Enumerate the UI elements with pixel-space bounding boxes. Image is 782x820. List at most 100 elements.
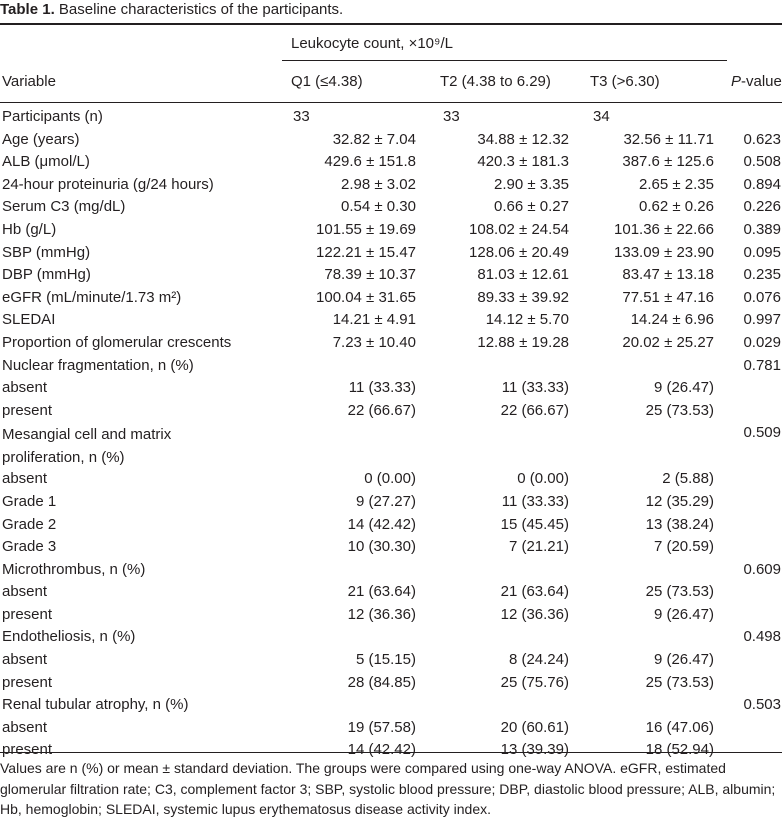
p-value-cell [729, 673, 782, 696]
p-value-cell: 0.503 [729, 695, 782, 718]
t3-cell-value: 83.47 ± 13.18 [622, 266, 714, 284]
t3-cell: 387.6 ± 125.6 [584, 152, 729, 175]
q1-cell [284, 423, 434, 469]
t2-cell-value: 13 (39.39) [500, 741, 569, 759]
table-row: present 28 (84.85) 25 (75.76) 25 (73.53) [0, 673, 782, 696]
q1-cell-value: 100.04 ± 31.65 [316, 288, 416, 306]
q1-cell: 100.04 ± 31.65 [284, 288, 434, 311]
t3-cell: 25 (73.53) [584, 582, 729, 605]
t3-cell: 101.36 ± 22.66 [584, 220, 729, 243]
row-label: Proportion of glomerular crescents [2, 333, 232, 351]
table-caption-label: Table 1. [0, 1, 55, 18]
t2-cell: 81.03 ± 12.61 [434, 265, 584, 288]
t2-cell [434, 423, 584, 469]
t3-cell: 34 [584, 107, 729, 130]
q1-cell-value: 7.23 ± 10.40 [332, 333, 416, 351]
row-label: DBP (mmHg) [2, 266, 91, 284]
t2-cell: 12.88 ± 19.28 [434, 333, 584, 356]
p-value-cell-value: 0.029 [743, 333, 781, 351]
row-label: SBP (mmHg) [2, 243, 91, 261]
table-row: Nuclear fragmentation, n (%) 0.781 [0, 356, 782, 379]
table-row: Participants (n) 33 33 34 [0, 107, 782, 130]
variable-column-header: Variable [2, 73, 56, 90]
t2-cell-value: 34.88 ± 12.32 [477, 130, 569, 148]
t3-cell-value: 32.56 ± 11.71 [623, 130, 714, 148]
t3-cell-value: 387.6 ± 125.6 [622, 153, 714, 171]
t2-cell: 22 (66.67) [434, 401, 584, 424]
p-value-header-italic: P [731, 73, 742, 90]
table-row: Mesangial cell and matrix proliferation,… [0, 423, 782, 469]
t2-cell: 8 (24.24) [434, 650, 584, 673]
p-value-cell [729, 605, 782, 628]
q1-cell-value: 9 (27.27) [355, 492, 416, 510]
t3-cell: 0.62 ± 0.26 [584, 197, 729, 220]
p-value-cell: 0.226 [729, 197, 782, 220]
q1-cell-value: 19 (57.58) [347, 718, 416, 736]
t3-cell-value: 25 (73.53) [645, 401, 714, 419]
p-value-cell [729, 515, 782, 538]
p-value-cell-value: 0.894 [743, 175, 781, 193]
t2-cell-value: 15 (45.45) [500, 515, 569, 533]
p-value-cell [729, 492, 782, 515]
q1-cell: 2.98 ± 3.02 [284, 175, 434, 198]
table-row: present 22 (66.67) 22 (66.67) 25 (73.53) [0, 401, 782, 424]
row-label: SLEDAI [2, 311, 56, 329]
t2-cell: 15 (45.45) [434, 515, 584, 538]
t2-cell: 7 (21.21) [434, 537, 584, 560]
t3-cell: 13 (38.24) [584, 515, 729, 538]
table-row: absent 5 (15.15) 8 (24.24) 9 (26.47) [0, 650, 782, 673]
q1-cell-value: 32.82 ± 7.04 [332, 130, 416, 148]
row-label: Endotheliosis, n (%) [2, 628, 136, 646]
row-label: Mesangial cell and matrix proliferation,… [2, 426, 172, 467]
t3-cell-value: 0.62 ± 0.26 [639, 198, 714, 216]
t3-cell-value: 7 (20.59) [653, 538, 714, 556]
t2-cell-value: 108.02 ± 24.54 [469, 220, 569, 238]
q1-cell-value: 12 (36.36) [347, 605, 416, 623]
t3-cell: 2.65 ± 2.35 [584, 175, 729, 198]
q1-cell-value: 0.54 ± 0.30 [341, 198, 416, 216]
table-row: absent 21 (63.64) 21 (63.64) 25 (73.53) [0, 582, 782, 605]
t3-cell-value: 25 (73.53) [645, 583, 714, 601]
header-rule [0, 102, 782, 103]
q1-cell: 28 (84.85) [284, 673, 434, 696]
t2-cell [434, 627, 584, 650]
q1-cell-value: 101.55 ± 19.69 [316, 220, 416, 238]
table-row: ALB (μmol/L) 429.6 ± 151.8 420.3 ± 181.3 38… [0, 152, 782, 175]
group-header-rule [282, 60, 727, 61]
row-label: absent [2, 718, 48, 736]
t2-cell-value: 25 (75.76) [500, 673, 569, 691]
t3-cell: 9 (26.47) [584, 650, 729, 673]
q1-cell: 11 (33.33) [284, 378, 434, 401]
q1-cell-value: 14 (42.42) [347, 741, 416, 759]
t2-cell: 20 (60.61) [434, 718, 584, 741]
leukocyte-group-header: Leukocyte count, ×10⁹/L [291, 35, 453, 52]
t2-cell [434, 560, 584, 583]
t3-cell-value: 34 [593, 108, 610, 125]
table-row: SBP (mmHg) 122.21 ± 15.47 128.06 ± 20.49 13… [0, 243, 782, 266]
q1-cell-value: 11 (33.33) [348, 379, 416, 397]
p-value-cell-value: 0.781 [743, 356, 781, 374]
q1-cell-value: 14 (42.42) [347, 515, 416, 533]
p-value-cell [729, 582, 782, 605]
t3-cell [584, 560, 729, 583]
t3-cell-value: 101.36 ± 22.66 [614, 220, 714, 238]
baseline-table: Participants (n) 33 33 34 Age (years) 32.82 ±… [0, 107, 782, 763]
t2-cell: 0 (0.00) [434, 469, 584, 492]
table-row: present 14 (42.42) 13 (39.39) 18 (52.94) [0, 740, 782, 763]
q1-cell: 14.21 ± 4.91 [284, 310, 434, 333]
q1-cell: 5 (15.15) [284, 650, 434, 673]
q1-cell: 7.23 ± 10.40 [284, 333, 434, 356]
q1-cell [284, 560, 434, 583]
t2-cell-value: 12.88 ± 19.28 [477, 333, 569, 351]
table-row: Proportion of glomerular crescents 7.23 ±… [0, 333, 782, 356]
t3-cell: 25 (73.53) [584, 673, 729, 696]
q1-cell: 0.54 ± 0.30 [284, 197, 434, 220]
table-caption-text: Baseline characteristics of the particip… [58, 1, 344, 18]
t2-cell: 33 [434, 107, 584, 130]
t3-cell-value: 12 (35.29) [645, 492, 714, 510]
row-label: absent [2, 583, 48, 601]
t2-cell-value: 81.03 ± 12.61 [477, 266, 569, 284]
t2-cell-value: 22 (66.67) [500, 401, 569, 419]
q1-cell [284, 627, 434, 650]
row-label: Grade 3 [2, 538, 57, 556]
